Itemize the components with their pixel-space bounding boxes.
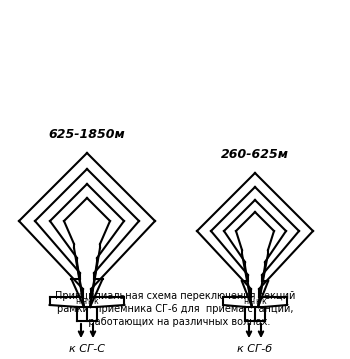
Text: к: к (94, 297, 98, 306)
Text: н: н (250, 297, 254, 306)
Text: н: н (244, 297, 248, 306)
Text: к: к (262, 297, 266, 306)
Text: к СГ-б: к СГ-б (237, 344, 273, 354)
Text: Принципиальная схема переключения секций
рамки  приемника СГ-6 для  приема станц: Принципиальная схема переключения секций… (55, 291, 295, 327)
Text: к: к (256, 297, 260, 306)
Text: к СГ-С: к СГ-С (69, 344, 105, 354)
Text: 625-1850м: 625-1850м (49, 128, 125, 141)
Text: 260-625м: 260-625м (221, 148, 289, 161)
Text: н: н (76, 297, 80, 306)
Text: н: н (82, 297, 86, 306)
Text: к: к (88, 297, 92, 306)
